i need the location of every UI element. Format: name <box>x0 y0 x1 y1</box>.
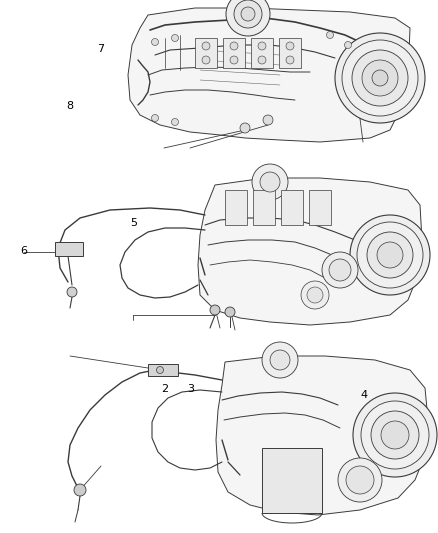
Circle shape <box>152 115 159 122</box>
Circle shape <box>263 115 273 125</box>
Bar <box>309 190 331 225</box>
Circle shape <box>152 38 159 45</box>
Circle shape <box>260 172 280 192</box>
Circle shape <box>353 393 437 477</box>
Circle shape <box>361 401 429 469</box>
Circle shape <box>74 484 86 496</box>
Circle shape <box>262 342 298 378</box>
Bar <box>223 38 245 68</box>
Polygon shape <box>216 356 428 515</box>
Circle shape <box>210 305 220 315</box>
Circle shape <box>241 7 255 21</box>
Bar <box>55 242 83 256</box>
Bar <box>281 190 303 225</box>
Circle shape <box>270 350 290 370</box>
Text: 2: 2 <box>161 384 168 394</box>
Circle shape <box>335 33 425 123</box>
Bar <box>195 38 217 68</box>
Circle shape <box>226 0 270 36</box>
Bar <box>279 38 301 68</box>
Polygon shape <box>128 8 410 142</box>
Circle shape <box>230 42 238 50</box>
Circle shape <box>286 42 294 50</box>
Circle shape <box>350 215 430 295</box>
Circle shape <box>307 287 323 303</box>
Circle shape <box>345 42 352 49</box>
Circle shape <box>357 222 423 288</box>
Circle shape <box>258 56 266 64</box>
Circle shape <box>252 164 288 200</box>
Bar <box>251 38 273 68</box>
Circle shape <box>381 421 409 449</box>
Circle shape <box>352 50 408 106</box>
Circle shape <box>346 466 374 494</box>
Circle shape <box>326 31 333 38</box>
Text: 8: 8 <box>67 101 74 110</box>
Circle shape <box>286 56 294 64</box>
Circle shape <box>67 287 77 297</box>
Circle shape <box>329 259 351 281</box>
Bar <box>253 190 275 225</box>
Bar <box>148 364 178 376</box>
Circle shape <box>230 56 238 64</box>
Circle shape <box>338 458 382 502</box>
Circle shape <box>322 252 358 288</box>
Circle shape <box>367 232 413 278</box>
Circle shape <box>301 281 329 309</box>
Circle shape <box>172 35 179 42</box>
Text: 3: 3 <box>187 384 194 394</box>
Circle shape <box>371 411 419 459</box>
Circle shape <box>172 118 179 125</box>
Bar <box>262 448 322 513</box>
Bar <box>225 190 247 225</box>
Circle shape <box>202 42 210 50</box>
Circle shape <box>372 70 388 86</box>
Circle shape <box>234 0 262 28</box>
Circle shape <box>342 40 418 116</box>
Circle shape <box>240 123 250 133</box>
Polygon shape <box>198 178 422 325</box>
Text: 6: 6 <box>21 246 28 255</box>
Circle shape <box>202 56 210 64</box>
Circle shape <box>225 307 235 317</box>
Text: 5: 5 <box>130 218 137 228</box>
Circle shape <box>362 60 398 96</box>
Circle shape <box>258 42 266 50</box>
Text: 4: 4 <box>360 391 367 400</box>
Circle shape <box>377 242 403 268</box>
Circle shape <box>156 367 163 374</box>
Text: 7: 7 <box>97 44 104 54</box>
